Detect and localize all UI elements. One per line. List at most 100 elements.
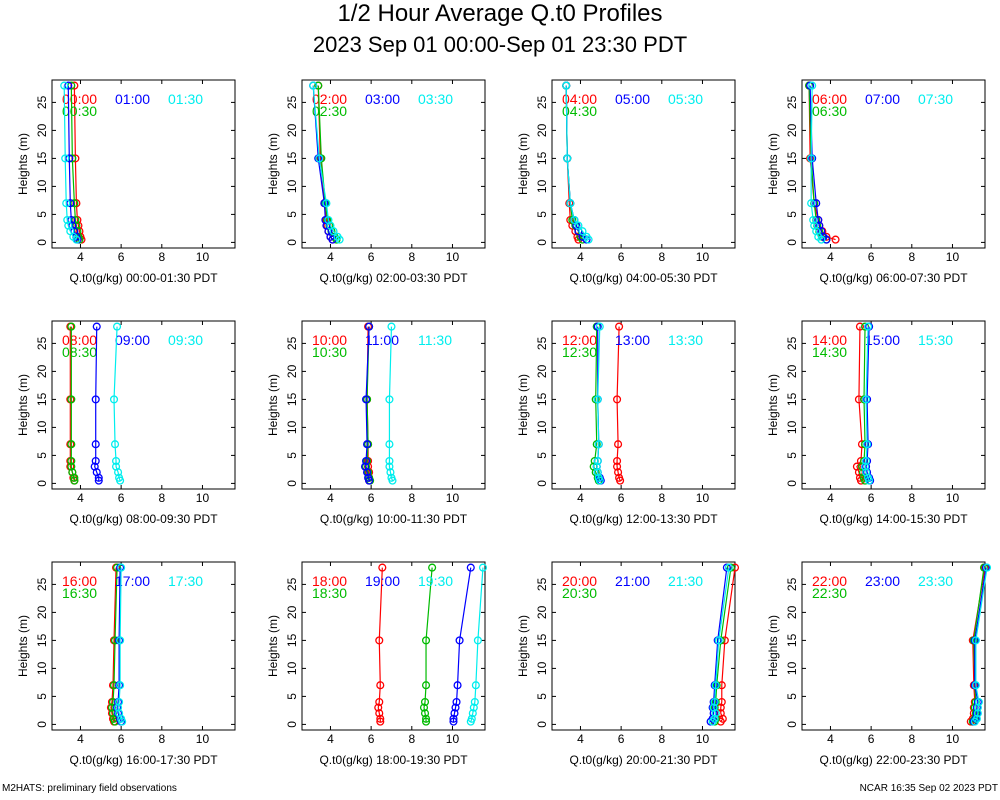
series-label: 18:30 (312, 585, 347, 601)
data-point (360, 462, 370, 471)
data-point (582, 232, 591, 241)
profiles-chart: 4 6 8 10 0 5 10 15 20 25 Q.t0(g/kg) 00:00-01:30 PD… (16, 79, 992, 767)
y-tick-label: 15 (35, 151, 49, 165)
data-point (615, 473, 624, 482)
data-point (810, 221, 819, 230)
series-label: 09:30 (168, 332, 203, 348)
data-point (594, 440, 603, 449)
x-tick-label: 4 (77, 491, 84, 505)
series-label: 00:30 (62, 103, 97, 119)
y-tick-label: 20 (785, 605, 799, 619)
y-tick-label: 25 (285, 95, 299, 109)
data-point (973, 703, 982, 712)
x-tick-label: 10 (946, 491, 960, 505)
x-tick-label: 8 (158, 491, 165, 505)
y-tick-label: 25 (535, 95, 549, 109)
data-point (419, 703, 429, 712)
data-point (420, 709, 430, 718)
y-tick-label: 5 (535, 211, 549, 218)
data-point (116, 681, 125, 690)
data-point (982, 563, 992, 572)
y-tick-label: 10 (285, 179, 299, 193)
series-label: 15:00 (865, 332, 900, 348)
x-axis-label: Q.t0(g/kg) 04:00-05:30 PDT (569, 271, 718, 285)
y-tick-label: 0 (285, 480, 299, 487)
series-label: 23:00 (865, 573, 900, 589)
data-point (861, 468, 871, 477)
series-label: 14:00 (812, 332, 847, 348)
series-label: 04:30 (562, 103, 597, 119)
x-tick-label: 6 (118, 491, 125, 505)
y-tick-label: 0 (35, 239, 49, 246)
footer-timestamp: NCAR 16:35 Sep 02 2023 PDT (859, 783, 998, 794)
data-point (108, 697, 118, 707)
x-tick-label: 10 (696, 250, 710, 264)
data-point (724, 563, 733, 572)
y-tick-label: 25 (785, 95, 799, 109)
data-point (578, 227, 587, 236)
data-point (973, 709, 982, 718)
data-point (91, 395, 100, 404)
panel-3: 4 6 8 10 0 5 10 15 20 25 Q.t0(g/kg) 04:00-05:30 PD… (516, 79, 736, 285)
y-tick-label: 15 (785, 633, 799, 647)
y-tick-label: 20 (535, 123, 549, 137)
y-tick-label: 25 (35, 336, 49, 350)
y-tick-label: 25 (535, 577, 549, 591)
y-tick-label: 20 (35, 364, 49, 378)
y-tick-label: 5 (785, 211, 799, 218)
y-tick-label: 5 (35, 693, 49, 700)
series-label: 13:00 (615, 332, 650, 348)
y-tick-label: 25 (785, 336, 799, 350)
series-label: 03:30 (418, 91, 453, 107)
data-point (455, 636, 464, 645)
x-tick-label: 10 (196, 250, 210, 264)
data-point (467, 714, 476, 723)
data-point (562, 81, 571, 90)
data-point (563, 154, 572, 163)
series-label: 20:30 (562, 585, 597, 601)
data-point (613, 462, 622, 471)
y-tick-label: 15 (285, 151, 299, 165)
y-tick-label: 10 (285, 420, 299, 434)
y-tick-label: 20 (285, 364, 299, 378)
y-tick-label: 10 (35, 179, 49, 193)
data-point (421, 717, 431, 726)
data-point (115, 709, 124, 718)
data-point (65, 154, 74, 163)
data-point (420, 697, 430, 707)
data-point (471, 681, 480, 690)
data-point (450, 709, 459, 718)
data-point (466, 563, 475, 572)
data-point (614, 440, 623, 449)
data-point (361, 395, 371, 404)
y-tick-label: 0 (785, 480, 799, 487)
y-tick-label: 5 (535, 693, 549, 700)
series-label: 10:00 (312, 332, 347, 348)
data-point (974, 697, 983, 707)
series-label: 17:00 (115, 573, 150, 589)
y-tick-label: 5 (535, 452, 549, 459)
x-tick-label: 6 (618, 250, 625, 264)
data-point (385, 456, 394, 466)
series-label: 19:30 (418, 573, 453, 589)
y-tick-label: 15 (535, 151, 549, 165)
data-point (70, 476, 79, 485)
data-point (449, 714, 458, 723)
data-point (386, 468, 395, 477)
panel-5: 4 6 8 10 0 5 10 15 20 25 Q.t0(g/kg) 08:00-09:30 PD… (16, 320, 236, 526)
series-label: 18:00 (312, 573, 347, 589)
y-tick-label: 15 (35, 633, 49, 647)
data-point (421, 636, 431, 645)
data-point (113, 563, 122, 572)
series-label: 12:30 (562, 344, 597, 360)
y-tick-label: 0 (35, 721, 49, 728)
data-point (66, 199, 75, 208)
data-point (67, 462, 76, 471)
x-tick-label: 4 (327, 491, 334, 505)
panel-1: 4 6 8 10 0 5 10 15 20 25 Q.t0(g/kg) 00:00-01:30 PD… (16, 79, 236, 285)
plot-frame (301, 79, 486, 249)
y-tick-label: 15 (285, 633, 299, 647)
data-point (68, 468, 77, 477)
data-point (710, 697, 719, 707)
plot-frame (301, 561, 486, 731)
